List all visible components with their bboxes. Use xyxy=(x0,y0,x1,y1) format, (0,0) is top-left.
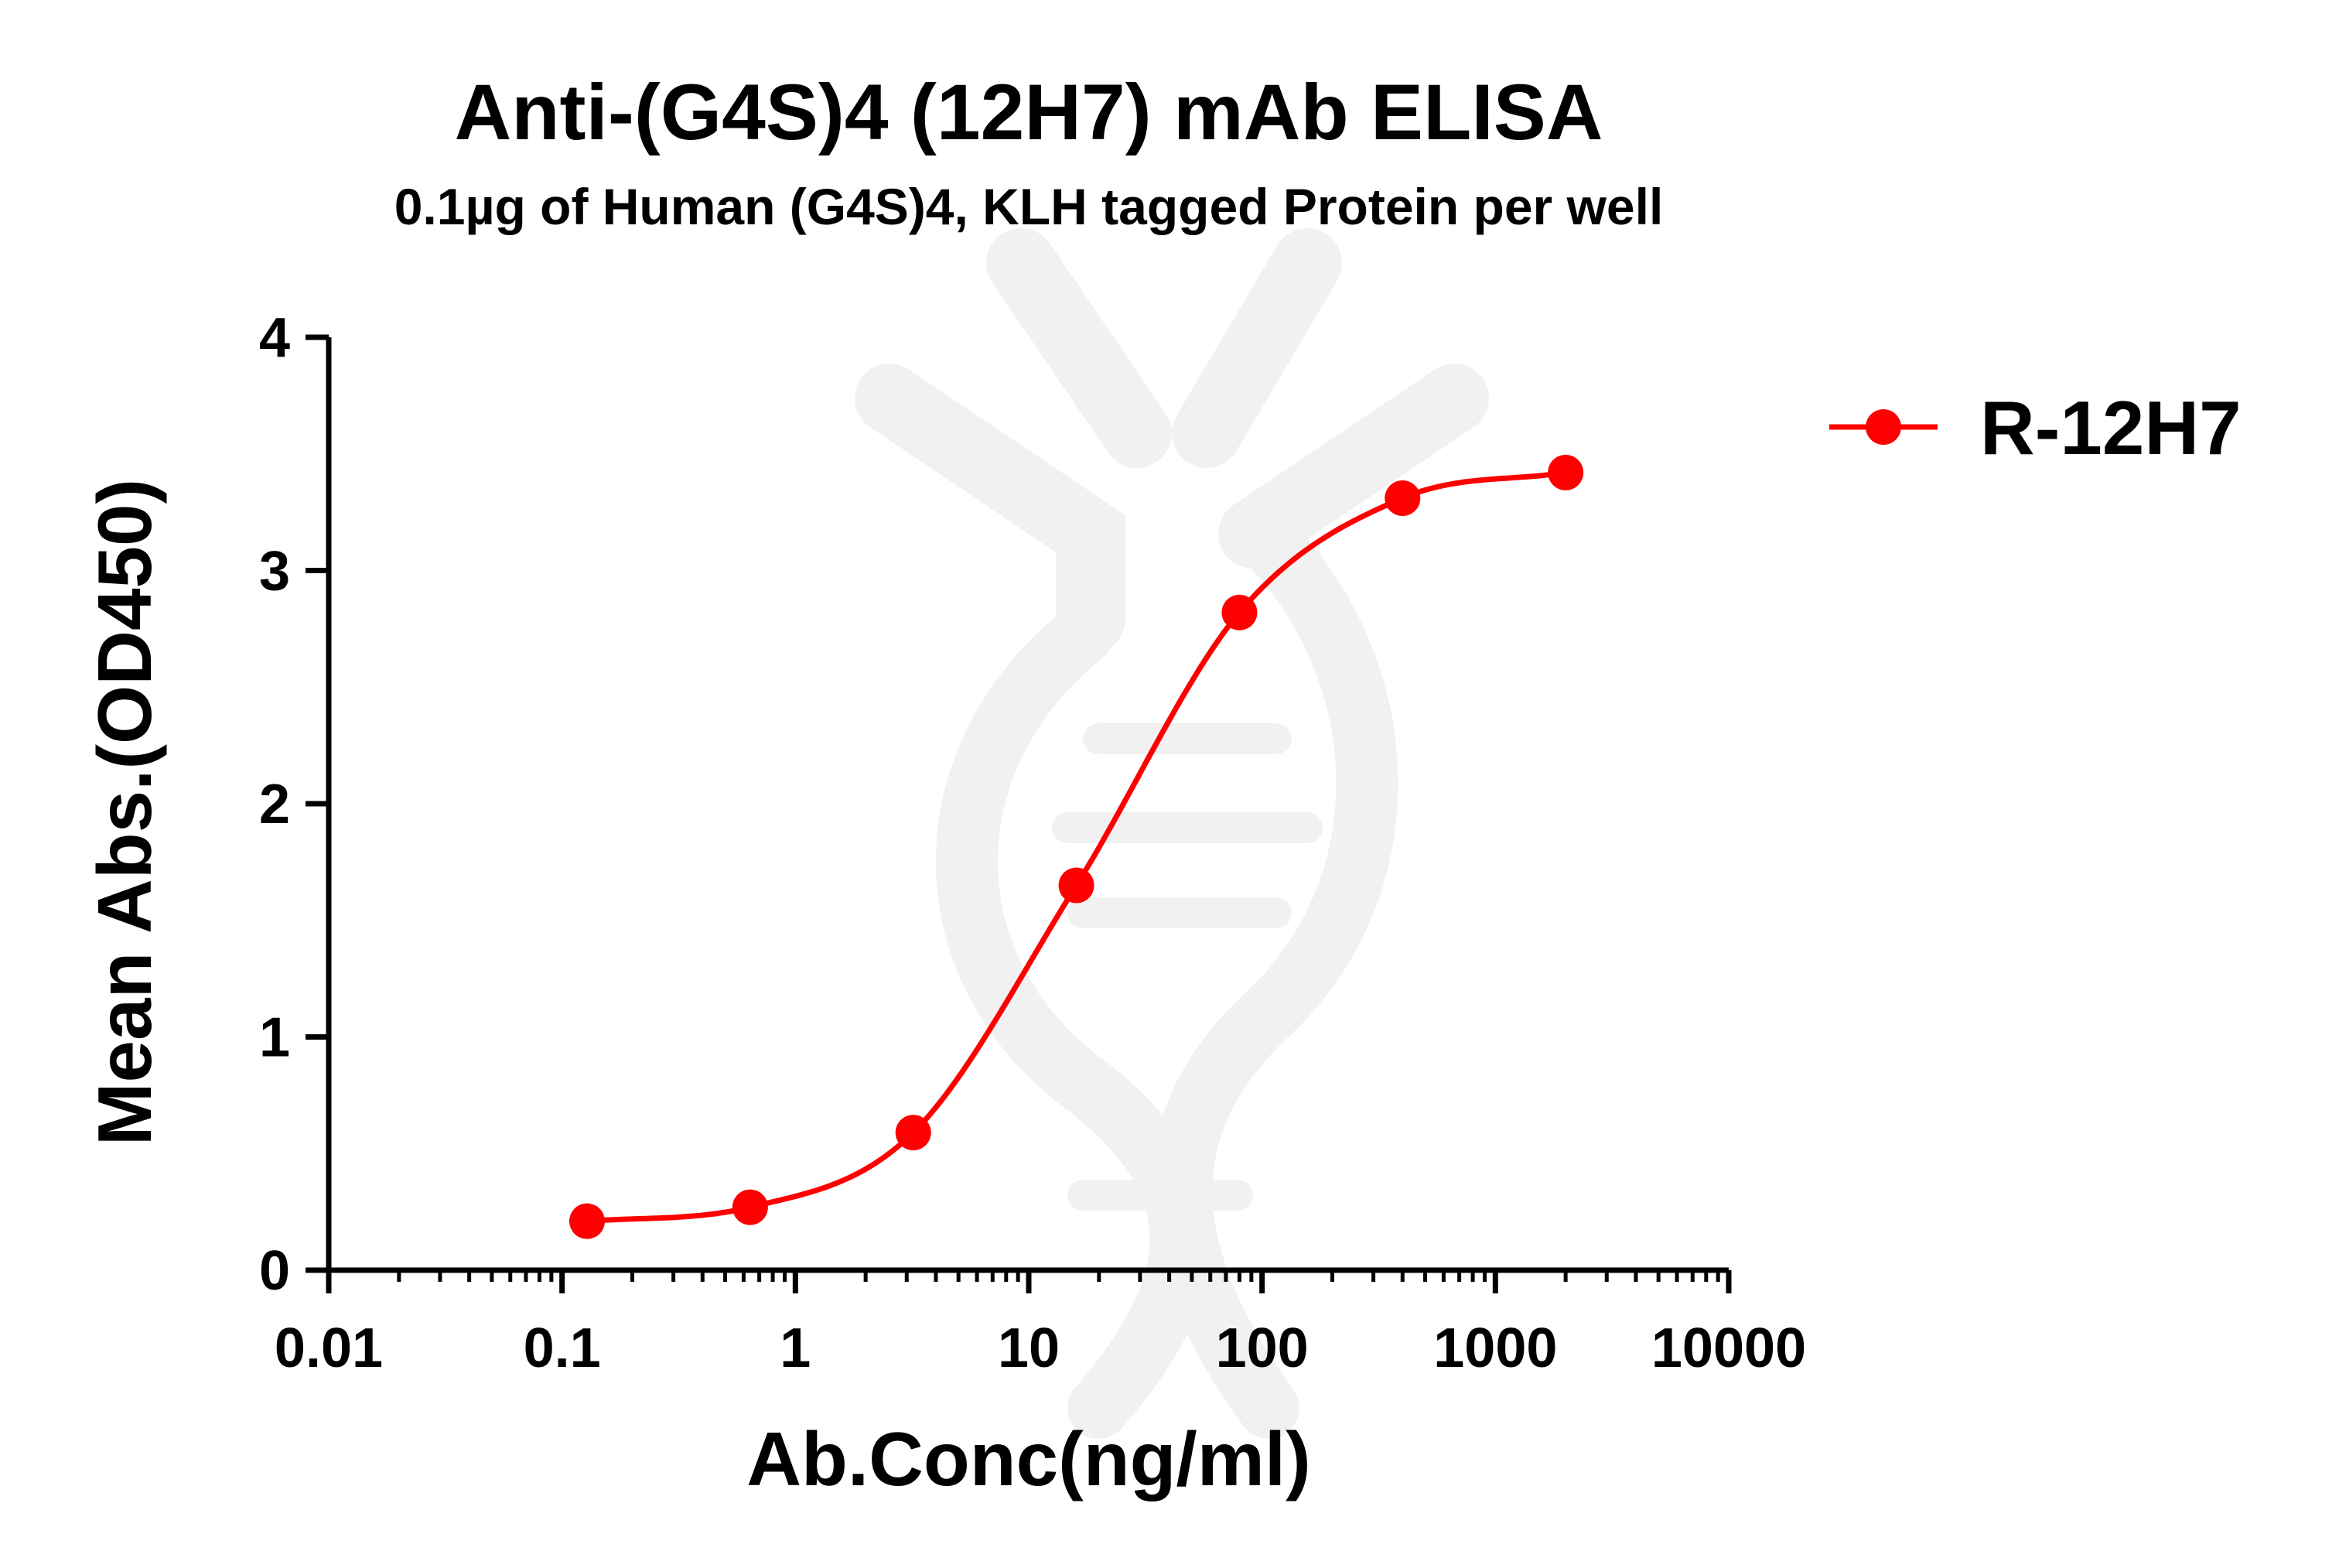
y-tick-label: 4 xyxy=(259,307,290,369)
x-tick-label: 10 xyxy=(998,1317,1060,1379)
data-point xyxy=(732,1189,768,1225)
x-tick-label: 0.1 xyxy=(524,1317,601,1379)
x-tick-label: 100 xyxy=(1216,1317,1309,1379)
y-tick-label: 2 xyxy=(259,774,290,835)
x-axis-label: Ab.Conc(ng/ml) xyxy=(746,1416,1310,1501)
data-point xyxy=(1221,594,1258,630)
axes: 0 1 2 3 4 0.01 0.1 1 10 100 1000 10000 xyxy=(259,307,1806,1379)
y-tick-label: 1 xyxy=(259,1007,290,1069)
x-tick-label: 1 xyxy=(780,1317,811,1379)
legend-marker xyxy=(1866,409,1901,445)
legend-label: R-12H7 xyxy=(1980,385,2242,470)
data-point xyxy=(569,1203,606,1239)
watermark-logo xyxy=(855,228,1489,1439)
y-tick-label: 3 xyxy=(259,541,290,603)
data-point xyxy=(895,1115,931,1151)
plot-area xyxy=(569,454,1584,1239)
y-tick-label: 0 xyxy=(259,1240,290,1302)
data-point xyxy=(1548,454,1584,490)
x-tick-label: 0.01 xyxy=(275,1317,383,1379)
chart-subtitle: 0.1µg of Human (G4S)4, KLH tagged Protei… xyxy=(394,178,1664,235)
x-tick-label: 1000 xyxy=(1433,1317,1557,1379)
x-tick-label: 10000 xyxy=(1651,1317,1806,1379)
data-point xyxy=(1385,480,1421,517)
data-point xyxy=(1058,867,1094,904)
y-axis-label: Mean Abs.(OD450) xyxy=(82,479,167,1146)
chart-title: Anti-(G4S)4 (12H7) mAb ELISA xyxy=(455,68,1603,156)
legend: R-12H7 xyxy=(1829,385,2242,470)
